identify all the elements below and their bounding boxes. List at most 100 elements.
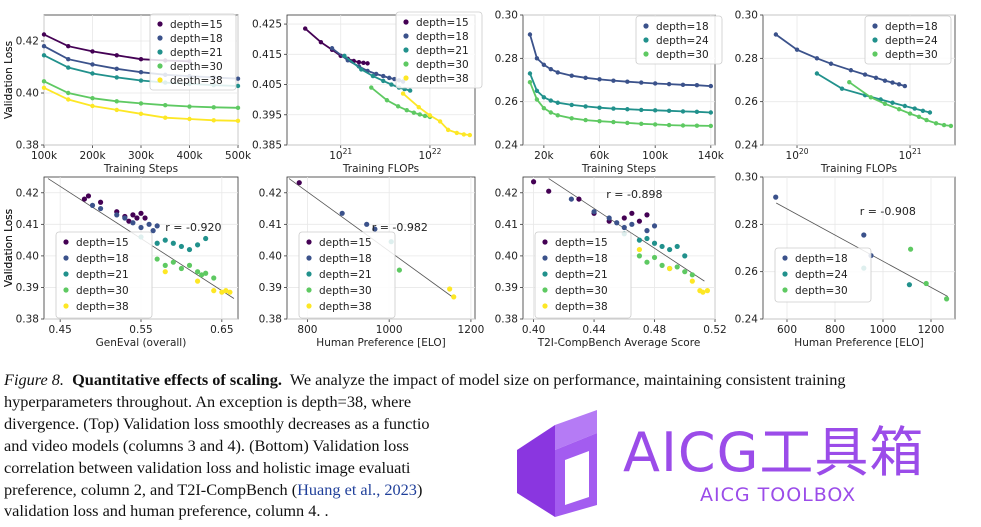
data-point bbox=[667, 265, 673, 272]
data-point bbox=[138, 111, 144, 117]
x-tick-label: 0.48 bbox=[643, 324, 666, 336]
legend-entry: depth=30 bbox=[416, 59, 469, 71]
data-point bbox=[861, 232, 867, 238]
data-point bbox=[568, 196, 574, 202]
y-tick-label: 0.28 bbox=[735, 219, 758, 231]
series-depth=15 bbox=[530, 179, 650, 224]
y-tick-label: 0.415 bbox=[252, 49, 282, 61]
data-point bbox=[41, 85, 47, 91]
data-point bbox=[682, 269, 688, 275]
data-point bbox=[674, 243, 680, 250]
legend-marker bbox=[782, 287, 788, 293]
data-point bbox=[211, 275, 217, 281]
legend-marker bbox=[63, 271, 69, 277]
y-tick-label: 0.40 bbox=[259, 250, 282, 262]
data-point bbox=[235, 118, 241, 124]
legend-marker bbox=[872, 23, 878, 29]
data-point bbox=[114, 66, 119, 72]
data-point bbox=[467, 132, 473, 138]
legend-entry: depth=30 bbox=[555, 285, 608, 297]
data-point bbox=[902, 83, 908, 89]
data-point bbox=[704, 288, 711, 294]
data-point bbox=[611, 106, 616, 111]
data-point bbox=[211, 105, 216, 110]
data-point bbox=[848, 68, 854, 73]
data-point bbox=[97, 205, 104, 212]
legend-marker bbox=[403, 19, 409, 25]
y-axis-label: Validation Loss bbox=[3, 41, 15, 119]
legend-box bbox=[55, 231, 153, 319]
legend-marker bbox=[306, 287, 312, 293]
data-point bbox=[694, 83, 700, 88]
data-point bbox=[541, 105, 547, 111]
data-point bbox=[427, 113, 433, 118]
x-tick-label: 140k bbox=[698, 150, 725, 162]
y-tick-label: 0.30 bbox=[735, 172, 758, 184]
data-point bbox=[644, 228, 650, 234]
data-point bbox=[639, 121, 644, 126]
data-point bbox=[659, 262, 665, 268]
data-point bbox=[933, 121, 939, 126]
data-point bbox=[666, 122, 672, 128]
y-tick-label: 0.41 bbox=[259, 219, 282, 231]
data-point bbox=[923, 280, 929, 287]
data-point bbox=[381, 73, 386, 79]
legend: depth=15 depth=18 depth=21 depth=30 depth=38 bbox=[55, 231, 153, 319]
data-point bbox=[150, 228, 156, 234]
data-point bbox=[329, 46, 335, 51]
data-point bbox=[576, 196, 582, 202]
legend-marker bbox=[782, 271, 788, 277]
y-tick-label: 0.405 bbox=[252, 79, 282, 91]
data-point bbox=[447, 286, 453, 292]
legend-marker bbox=[403, 61, 409, 67]
data-point bbox=[89, 202, 96, 208]
data-point bbox=[356, 59, 362, 65]
data-point bbox=[667, 246, 673, 253]
y-tick-label: 0.24 bbox=[495, 140, 519, 152]
y-tick-label: 0.40 bbox=[16, 250, 39, 262]
series-depth=15 bbox=[81, 193, 148, 224]
legend-entry: depth=24 bbox=[656, 35, 709, 47]
x-tick-label: 200k bbox=[79, 150, 106, 162]
data-point bbox=[138, 78, 144, 83]
data-point bbox=[597, 118, 602, 124]
y-axis-label: Validation Loss bbox=[3, 209, 15, 287]
series-depth=30 bbox=[527, 79, 714, 129]
data-point bbox=[527, 32, 533, 37]
data-point bbox=[66, 65, 71, 70]
data-point bbox=[384, 98, 390, 103]
legend-marker bbox=[63, 303, 69, 309]
data-point bbox=[583, 104, 588, 109]
data-point bbox=[130, 212, 136, 218]
caption-line-4: and video models (columns 3 and 4). (Bot… bbox=[4, 435, 409, 455]
legend: depth=18 depth=24 depth=30 bbox=[864, 15, 952, 65]
legend-entry: depth=38 bbox=[170, 75, 223, 87]
series-depth=30 bbox=[636, 253, 695, 278]
data-point bbox=[339, 210, 345, 216]
data-point bbox=[122, 215, 128, 221]
legend-entry: depth=30 bbox=[170, 61, 223, 73]
x-tick-label: 0.45 bbox=[48, 324, 71, 336]
x-axis-label: Training Steps bbox=[103, 163, 178, 175]
data-point bbox=[114, 107, 119, 113]
data-point bbox=[924, 117, 929, 123]
legend-marker bbox=[157, 35, 163, 41]
legend-marker bbox=[542, 271, 548, 277]
data-point bbox=[569, 73, 574, 78]
watermark: AICG工具箱 AICG TOOLBOX bbox=[495, 402, 981, 527]
legend-entry: depth=38 bbox=[76, 301, 129, 313]
data-point bbox=[941, 122, 947, 128]
data-point bbox=[814, 71, 820, 76]
data-point bbox=[644, 212, 650, 218]
correlation-label: r = -0.920 bbox=[165, 221, 221, 234]
citation-link[interactable]: Huang et al., 2023 bbox=[297, 479, 417, 499]
series-line bbox=[529, 81, 711, 127]
x-tick-label: 500k bbox=[225, 150, 252, 162]
correlation-label: r = -0.982 bbox=[372, 221, 428, 234]
data-point bbox=[629, 221, 635, 227]
data-point bbox=[555, 113, 560, 118]
data-point bbox=[912, 106, 917, 111]
data-point bbox=[187, 116, 192, 122]
data-point bbox=[708, 110, 714, 115]
chart-panel-7: 0.40 0.44 0.48 0.52 0.38 0.39 0.40 0.41 0.42 T2I-… bbox=[3, 176, 727, 349]
